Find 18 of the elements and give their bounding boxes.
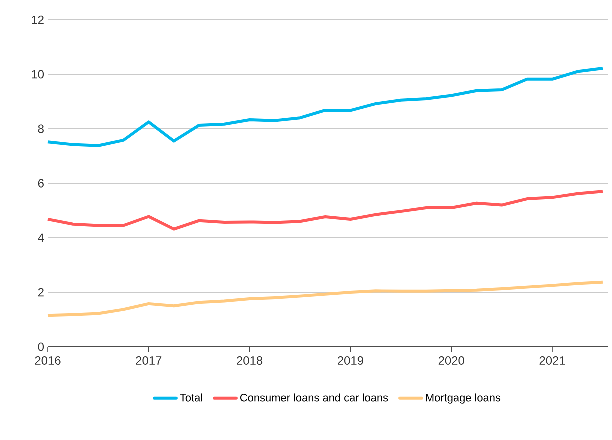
x-tick-label: 2017 <box>136 356 162 365</box>
x-tick-label: 2019 <box>338 356 364 365</box>
y-tick-label: 12 <box>32 16 44 24</box>
y-tick-label: 8 <box>38 124 44 134</box>
legend-label: Consumer loans and car loans <box>240 394 388 402</box>
line-series <box>46 190 604 231</box>
y-tick-label: 2 <box>38 288 44 297</box>
y-tick-label: 0 <box>38 342 44 352</box>
y-tick-label: 4 <box>38 234 44 242</box>
line-series <box>46 67 604 148</box>
x-tick-label: 2021 <box>540 356 566 365</box>
x-tick-label: 2020 <box>438 356 464 365</box>
legend-label: Mortgage loans <box>426 394 501 404</box>
x-tick-label: 2018 <box>237 356 263 365</box>
y-tick-label: 10 <box>32 70 44 79</box>
y-tick-label: 6 <box>38 179 44 188</box>
x-tick-label: 2016 <box>35 356 61 365</box>
legend-label: Total <box>180 394 202 402</box>
